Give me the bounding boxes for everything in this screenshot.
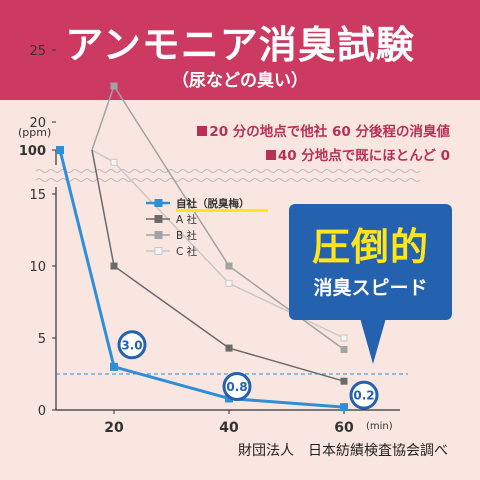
series-point-1 bbox=[340, 377, 348, 385]
y-tick-label: 15 bbox=[29, 188, 46, 203]
series-point-3 bbox=[110, 158, 118, 166]
series-point-2 bbox=[225, 262, 233, 270]
legend-swatch-marker bbox=[154, 231, 163, 239]
callout-subline: 消臭スピード bbox=[313, 277, 428, 299]
series-point-2 bbox=[110, 82, 118, 90]
y-tick-label: 20 bbox=[29, 116, 46, 131]
series-line-0 bbox=[58, 149, 345, 409]
series-point-0 bbox=[110, 362, 118, 371]
legend-swatch-marker bbox=[154, 215, 163, 223]
y-tick-label: 25 bbox=[29, 44, 46, 59]
callout-tail bbox=[360, 318, 386, 364]
series-point-3 bbox=[225, 279, 233, 287]
legend-label: A 社 bbox=[176, 213, 198, 226]
axis-break-line bbox=[35, 178, 421, 182]
note-bullet-icon bbox=[265, 150, 276, 160]
callout-box bbox=[289, 204, 452, 320]
source-credit: 財団法人 日本紡績検査協会調べ bbox=[238, 443, 448, 459]
series-point-3 bbox=[340, 334, 348, 342]
series-point-0 bbox=[56, 146, 64, 154]
data-label-text: 0.2 bbox=[353, 389, 374, 403]
legend-label: 自社（脱臭梅） bbox=[176, 197, 250, 210]
note-2: 40 分地点で既にほとんど 0 bbox=[265, 144, 450, 164]
data-label-badge bbox=[349, 380, 379, 410]
series-line-3 bbox=[91, 149, 345, 339]
series-line-2 bbox=[91, 85, 345, 351]
y-tick-label: 5 bbox=[38, 332, 46, 347]
y-axis-unit: (ppm) bbox=[18, 126, 52, 139]
note-bullet-icon bbox=[197, 126, 208, 136]
axis-break-line bbox=[35, 169, 421, 173]
series-point-0 bbox=[340, 403, 348, 412]
data-label-badge bbox=[117, 330, 147, 360]
legend-label: B 社 bbox=[176, 229, 198, 242]
y-tick-label: 100 bbox=[19, 144, 46, 159]
legend-swatch-marker bbox=[154, 199, 163, 207]
page-subtitle: （尿などの臭い） bbox=[172, 71, 308, 91]
legend-label: C 社 bbox=[176, 245, 198, 258]
x-axis-unit: (min) bbox=[366, 421, 393, 432]
series-point-2 bbox=[340, 346, 348, 354]
series-point-1 bbox=[225, 344, 233, 352]
data-label-text: 3.0 bbox=[121, 338, 142, 352]
x-tick-label: 40 bbox=[219, 420, 239, 436]
callout-headline: 圧倒的 bbox=[311, 225, 429, 269]
page-title: アンモニア消臭試験 bbox=[65, 23, 415, 67]
legend-highlight bbox=[176, 209, 268, 212]
y-tick-label: 10 bbox=[29, 260, 46, 275]
series-point-1 bbox=[110, 262, 118, 270]
data-label-text: 0.8 bbox=[226, 380, 247, 394]
legend-swatch-marker bbox=[154, 247, 163, 255]
x-tick-label: 20 bbox=[104, 420, 124, 436]
header-banner: アンモニア消臭試験 （尿などの臭い） bbox=[0, 0, 480, 100]
series-line-1 bbox=[91, 149, 345, 382]
y-tick-label: 0 bbox=[38, 404, 46, 419]
note-2-text: 40 分地点で既にほとんど 0 bbox=[277, 148, 450, 164]
note-1: 20 分の地点で他社 60 分後程の消臭値 bbox=[197, 120, 450, 140]
note-1-text: 20 分の地点で他社 60 分後程の消臭値 bbox=[209, 124, 450, 140]
data-label-badge bbox=[222, 371, 252, 401]
x-tick-label: 60 bbox=[334, 420, 354, 436]
